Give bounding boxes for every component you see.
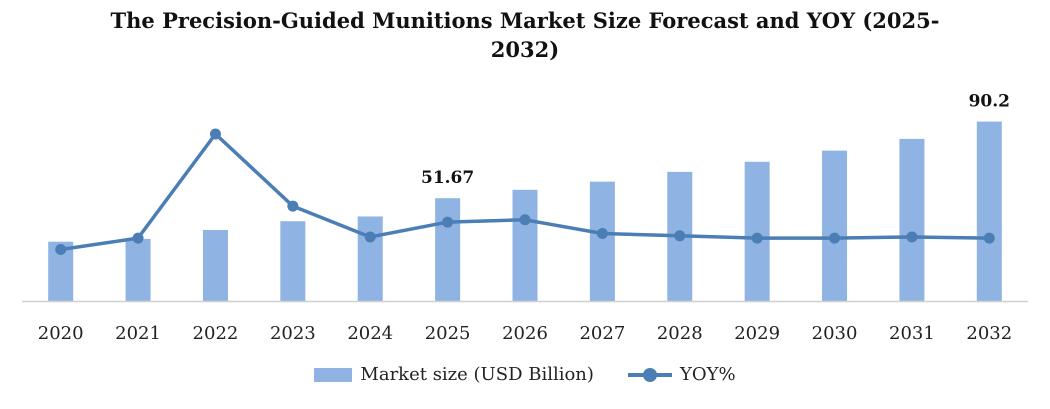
bar-2026	[512, 189, 538, 301]
chart-title: The Precision-Guided Munitions Market Si…	[110, 8, 940, 62]
bar-2029	[744, 161, 770, 301]
legend-label-yoy: YOY%	[679, 364, 736, 385]
yoy-point-2025	[442, 216, 454, 228]
x-tick-label-2020: 2020	[38, 323, 84, 344]
chart-legend: Market size (USD Billion) YOY%	[0, 364, 1050, 385]
yoy-point-2032	[983, 232, 995, 244]
data-label-2032: 90.2	[969, 92, 1010, 112]
yoy-point-2030	[829, 232, 841, 244]
x-tick-label-2032: 2032	[966, 323, 1012, 344]
x-tick-label-2026: 2026	[502, 323, 548, 344]
x-tick-label-2021: 2021	[115, 323, 161, 344]
bar-2030	[822, 150, 848, 301]
bar-2023	[280, 221, 306, 301]
yoy-point-2020	[55, 244, 67, 256]
yoy-point-2021	[132, 232, 144, 244]
yoy-point-2023	[287, 200, 299, 212]
legend-item-yoy: YOY%	[627, 364, 736, 385]
x-tick-label-2029: 2029	[734, 323, 780, 344]
yoy-point-2024	[364, 231, 376, 243]
x-tick-label-2027: 2027	[579, 323, 625, 344]
x-tick-label-2022: 2022	[193, 323, 239, 344]
bar-2022	[202, 229, 228, 301]
x-tick-label-2028: 2028	[657, 323, 703, 344]
yoy-point-2022	[209, 128, 221, 140]
x-tick-label-2025: 2025	[425, 323, 471, 344]
yoy-point-2029	[751, 232, 763, 244]
legend-bar-swatch	[314, 367, 353, 382]
yoy-point-2026	[519, 214, 531, 226]
data-label-2025: 51.67	[421, 168, 474, 188]
x-tick-label-2023: 2023	[270, 323, 316, 344]
x-tick-label-2030: 2030	[812, 323, 858, 344]
yoy-point-2028	[674, 230, 686, 242]
yoy-point-2031	[906, 231, 918, 243]
bar-2032	[976, 121, 1002, 301]
legend-item-market-size: Market size (USD Billion)	[314, 364, 594, 385]
bar-2025	[435, 198, 461, 301]
yoy-point-2027	[596, 228, 608, 240]
chart-title-wrap: The Precision-Guided Munitions Market Si…	[0, 6, 1050, 64]
bar-2027	[589, 181, 615, 301]
bar-2024	[357, 216, 383, 301]
x-tick-label-2024: 2024	[347, 323, 393, 344]
x-tick-label-2031: 2031	[889, 323, 935, 344]
bar-2021	[125, 238, 151, 301]
bar-2031	[899, 138, 925, 301]
legend-line-swatch	[627, 367, 672, 382]
legend-label-market-size: Market size (USD Billion)	[360, 364, 594, 385]
